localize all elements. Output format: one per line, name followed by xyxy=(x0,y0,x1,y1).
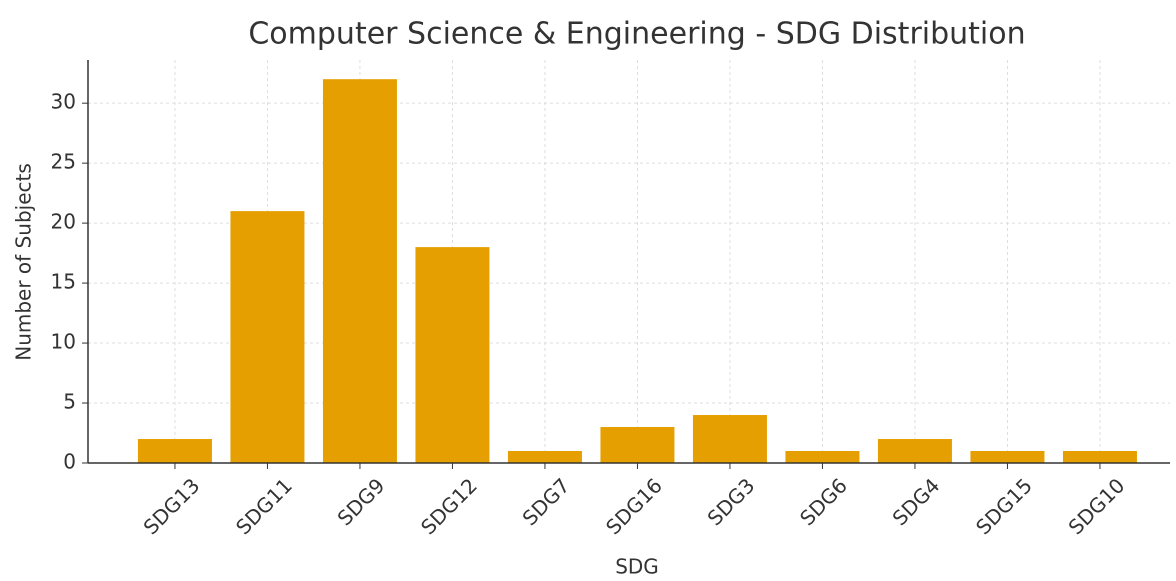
y-tick-label: 5 xyxy=(63,390,76,414)
bar xyxy=(322,79,397,463)
x-tick-label: SDG9 xyxy=(333,473,390,530)
y-tick-label: 15 xyxy=(51,270,76,294)
x-tick-label: SDG11 xyxy=(231,473,297,539)
x-tick-label: SDG3 xyxy=(703,473,760,530)
x-tick-label: SDG7 xyxy=(518,473,575,530)
bar xyxy=(230,211,305,463)
bar xyxy=(137,439,212,463)
x-tick-label: SDG16 xyxy=(601,473,667,539)
x-tick-label: SDG10 xyxy=(1064,473,1130,539)
bar xyxy=(507,451,582,463)
y-tick-label: 30 xyxy=(51,90,76,114)
y-tick-label: 20 xyxy=(51,210,76,234)
bar xyxy=(692,415,767,463)
x-tick-label: SDG4 xyxy=(888,473,945,530)
x-tick-label: SDG13 xyxy=(139,473,205,539)
bar xyxy=(1062,451,1137,463)
x-axis-label: SDG xyxy=(615,555,659,579)
x-tick-label: SDG12 xyxy=(416,473,482,539)
bar xyxy=(600,427,675,463)
y-tick-label: 25 xyxy=(51,150,76,174)
y-tick-label: 0 xyxy=(63,450,76,474)
bar xyxy=(415,247,490,463)
chart-title: Computer Science & Engineering - SDG Dis… xyxy=(248,17,1025,52)
bar xyxy=(785,451,860,463)
y-axis-label: Number of Subjects xyxy=(12,163,36,361)
x-tick-label: SDG15 xyxy=(971,473,1037,539)
bar xyxy=(877,439,952,463)
bar xyxy=(970,451,1045,463)
x-tick-label: SDG6 xyxy=(795,473,852,530)
y-tick-label: 10 xyxy=(51,330,76,354)
